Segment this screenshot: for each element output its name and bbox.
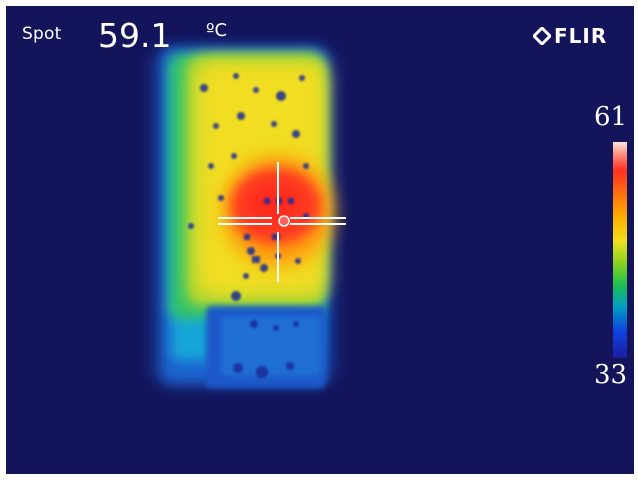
scale-max-label: 61: [594, 102, 628, 132]
flir-logo: FLIR: [533, 24, 607, 48]
spot-crosshair[interactable]: [6, 6, 634, 474]
spot-marker: [278, 215, 290, 227]
brand-name: FLIR: [554, 24, 608, 48]
spot-temperature-value: 59.1: [98, 16, 172, 55]
thermal-image-view: Spot 59.1 ºC FLIR 61 33: [6, 6, 634, 474]
temperature-unit: ºC: [206, 20, 228, 41]
flir-diamond-icon: [533, 27, 551, 45]
temperature-color-scale: [613, 142, 627, 358]
scale-min-label: 33: [594, 360, 628, 390]
spot-label: Spot: [22, 24, 62, 44]
